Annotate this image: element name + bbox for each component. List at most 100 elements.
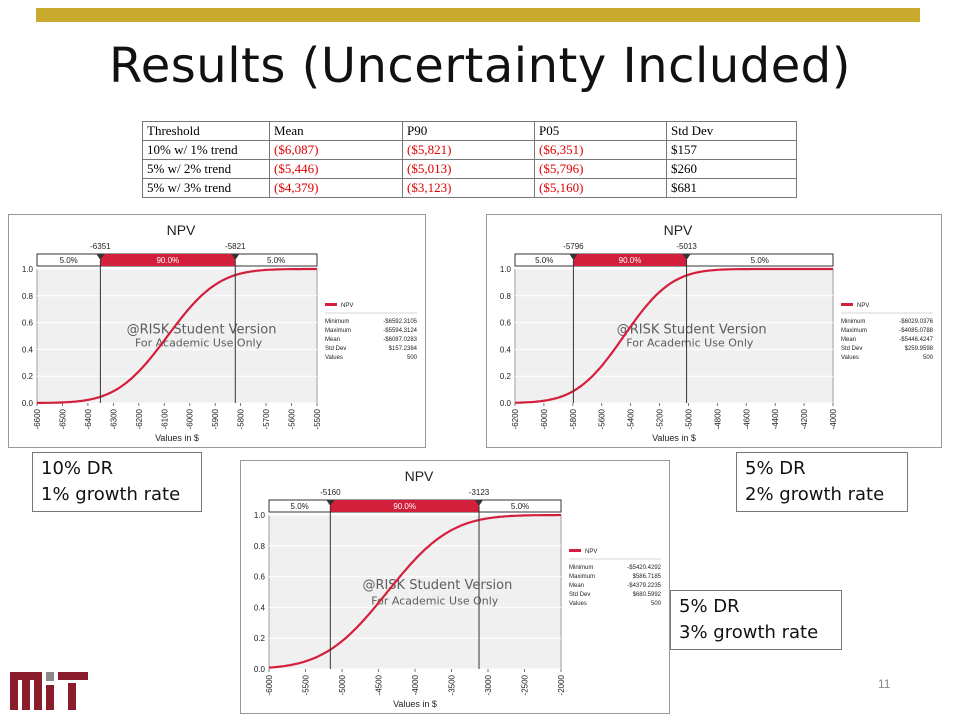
x-tick-label: -4000 [829, 408, 838, 429]
table-cell: ($5,796) [534, 159, 667, 179]
stat-value: $680.5992 [633, 592, 662, 598]
watermark-text: For Academic Use Only [135, 337, 263, 350]
scenario-label-line: 10% DR [41, 458, 114, 479]
table-header: Mean [269, 121, 403, 141]
x-tick-label: -5800 [237, 408, 246, 429]
legend-swatch [569, 549, 581, 552]
band-label: 5.0% [535, 256, 553, 265]
percentile-band-middle [330, 500, 480, 512]
watermark-text: @RISK Student Version [617, 322, 767, 337]
x-tick-label: -5000 [684, 408, 693, 429]
x-tick-label: -6000 [186, 408, 195, 429]
scenario-label-5pct-3pct: 5% DR 3% growth rate [670, 590, 842, 650]
y-tick-label: 1.0 [500, 265, 512, 274]
stat-label: Mean [569, 583, 584, 589]
table-cell: ($6,351) [534, 140, 667, 160]
table-cell: 5% w/ 2% trend [142, 159, 270, 179]
x-axis-label: Values in $ [155, 433, 199, 443]
scenario-label-10pct: 10% DR 1% growth rate [32, 452, 202, 512]
band-label: 5.0% [267, 256, 285, 265]
x-tick-label: -5800 [569, 408, 578, 429]
x-axis-label: Values in $ [393, 699, 437, 709]
x-tick-label: -4600 [742, 408, 751, 429]
x-tick-label: -6100 [160, 408, 169, 429]
x-tick-label: -5000 [338, 674, 347, 695]
y-tick-label: 0.8 [500, 292, 512, 301]
stat-label: Minimum [841, 319, 865, 325]
x-tick-label: -4400 [771, 408, 780, 429]
chart-title: NPV [664, 222, 693, 238]
table-cell: ($5,446) [269, 159, 403, 179]
plot-area [514, 268, 834, 404]
chart-svg: NPV -6351 -5821 5.0% 90.0% 5.0% 0.0 0.2 0.4 0.6 0.… [22, 222, 418, 443]
x-tick-label: -6500 [58, 408, 67, 429]
x-tick-label: -6600 [33, 408, 42, 429]
y-tick-label: 0.8 [22, 292, 34, 301]
x-tick-label: -5700 [262, 408, 271, 429]
watermark-text: For Academic Use Only [371, 594, 499, 607]
x-tick-label: -3500 [448, 674, 457, 695]
x-tick-label: -6300 [109, 408, 118, 429]
table-cell: ($3,123) [402, 178, 535, 198]
band-label: 5.0% [511, 502, 529, 511]
stat-label: Maximum [841, 328, 867, 334]
stat-value: 500 [923, 355, 934, 361]
marker-triangle-icon [231, 254, 240, 260]
band-label: 90.0% [393, 502, 416, 511]
marker-triangle-icon [326, 500, 335, 506]
table-header: Std Dev [666, 121, 797, 141]
stat-label: Values [325, 355, 343, 361]
legend-label: NPV [585, 549, 597, 555]
chart-title: NPV [167, 222, 196, 238]
scenario-label-line: 3% growth rate [679, 622, 819, 643]
x-tick-label: -5200 [656, 408, 665, 429]
x-tick-label: -5900 [211, 408, 220, 429]
legend-label: NPV [341, 303, 353, 309]
marker-value-label: -6351 [90, 242, 111, 251]
x-tick-label: -2500 [521, 674, 530, 695]
x-axis-label: Values in $ [652, 433, 696, 443]
table-cell: 10% w/ 1% trend [142, 140, 270, 160]
marker-triangle-icon [682, 254, 691, 260]
y-tick-label: 0.2 [500, 372, 512, 381]
stat-label: Mean [325, 337, 340, 343]
table-cell: ($6,087) [269, 140, 403, 160]
y-tick-label: 0.0 [500, 399, 512, 408]
marker-triangle-icon [569, 254, 578, 260]
scenario-label-line: 2% growth rate [745, 484, 885, 505]
y-tick-label: 0.0 [254, 665, 266, 674]
y-tick-label: 0.4 [500, 345, 512, 354]
band-label: 90.0% [156, 256, 179, 265]
plot-area [268, 514, 562, 670]
stat-value: -$6592.3105 [383, 319, 417, 325]
stat-value: -$4379.2235 [627, 583, 661, 589]
chart-svg: NPV -5796 -5013 5.0% 90.0% 5.0% 0.0 0.2 0.4 0.6 0.… [500, 222, 934, 443]
stat-value: $586.7185 [633, 574, 662, 580]
x-tick-label: -5500 [313, 408, 322, 429]
stat-label: Maximum [569, 574, 595, 580]
stat-label: Mean [841, 337, 856, 343]
stat-value: $157.2384 [389, 346, 418, 352]
band-label: 5.0% [60, 256, 78, 265]
legend-swatch [325, 303, 337, 306]
mit-logo-icon [10, 672, 88, 710]
stat-label: Values [841, 355, 859, 361]
band-label: 90.0% [619, 256, 642, 265]
cdf-series-line [515, 267, 833, 404]
x-tick-label: -3000 [484, 674, 493, 695]
table-cell: $157 [666, 140, 797, 160]
table-header: P90 [402, 121, 535, 141]
marker-triangle-icon [475, 500, 484, 506]
y-tick-label: 0.2 [22, 372, 34, 381]
legend-label: NPV [857, 303, 869, 309]
table-header-row: Threshold Mean P90 P05 Std Dev [142, 121, 797, 141]
x-tick-label: -5600 [598, 408, 607, 429]
table-cell: ($4,379) [269, 178, 403, 198]
band-label: 5.0% [751, 256, 769, 265]
marker-value-label: -5821 [225, 242, 246, 251]
npv-chart-10pct: NPV -6351 -5821 5.0% 90.0% 5.0% 0.0 0.2 0.4 0.6 0.… [8, 214, 426, 448]
table-header: Threshold [142, 121, 270, 141]
top-accent-bar [36, 8, 920, 22]
legend-swatch [841, 303, 853, 306]
stat-label: Values [569, 601, 587, 607]
